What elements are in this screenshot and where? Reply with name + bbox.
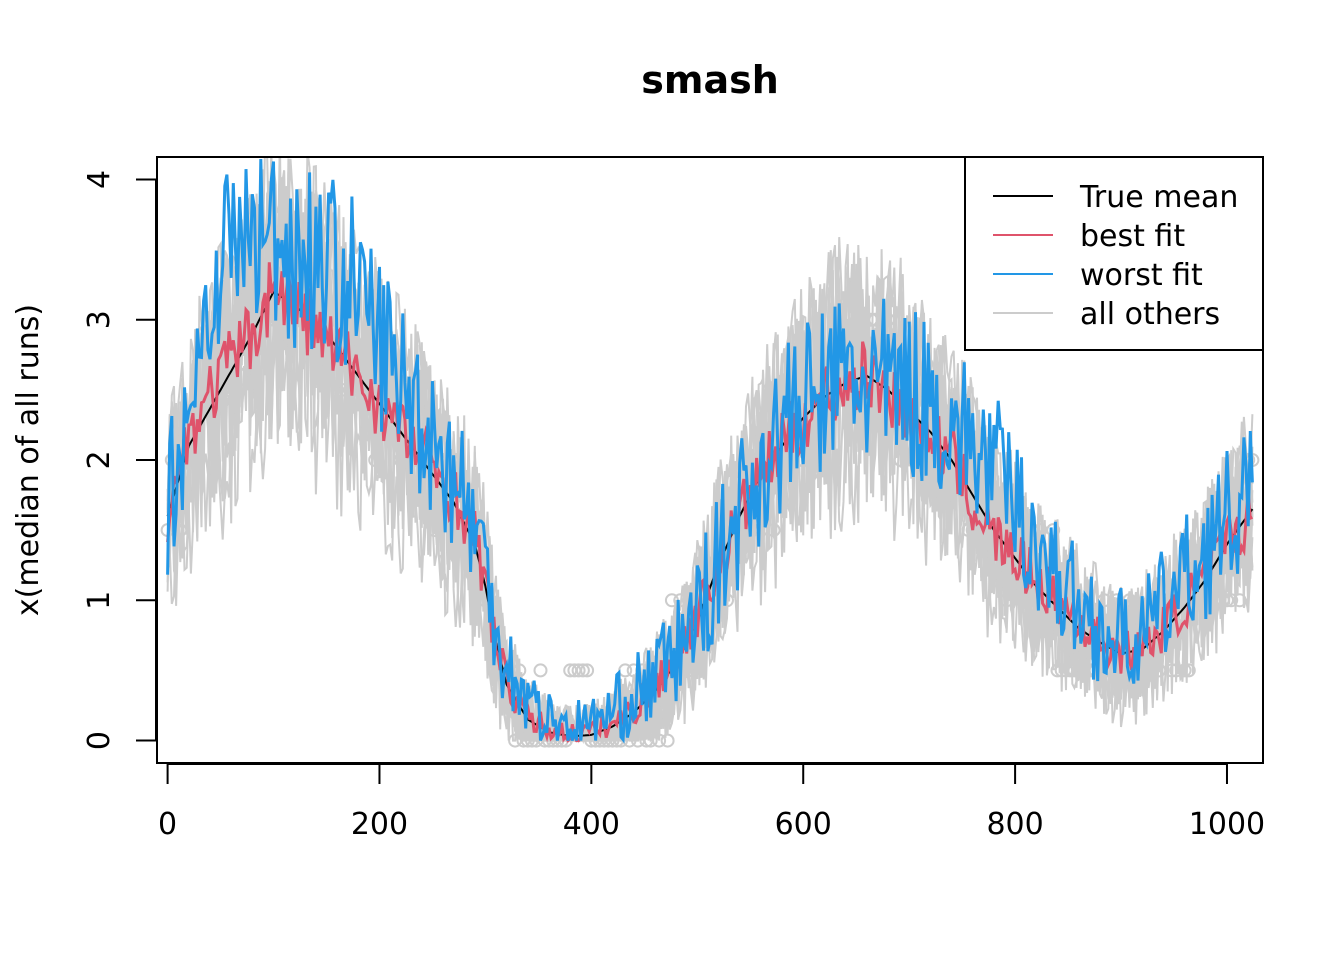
y-tick-label: 0 <box>82 731 117 750</box>
data-point <box>575 663 590 678</box>
main-series <box>166 158 1254 744</box>
x-tick-label: 200 <box>351 807 408 842</box>
data-point <box>533 663 548 678</box>
x-tick-label: 600 <box>775 807 832 842</box>
best-fit-line <box>166 262 1253 744</box>
x-tick-label: 400 <box>563 807 620 842</box>
worst-fit-line <box>166 158 1254 744</box>
data-point <box>571 663 586 678</box>
y-tick-label: 4 <box>82 170 117 189</box>
y-tick-label: 3 <box>82 310 117 329</box>
legend-label: best fit <box>1080 219 1185 254</box>
legend-label: True mean <box>1079 180 1238 215</box>
legend: True mean best fit worst fit all others <box>964 156 1264 351</box>
x-tick-label: 800 <box>986 807 1043 842</box>
x-tick-label: 0 <box>158 807 177 842</box>
chart-title: smash <box>641 58 779 102</box>
y-tick-label: 1 <box>82 591 117 610</box>
legend-label: worst fit <box>1080 258 1203 293</box>
y-axis-label: x(median of all runs) <box>11 304 46 616</box>
legend-box <box>964 156 1264 351</box>
y-tick-label: 2 <box>82 450 117 469</box>
data-point <box>580 663 595 678</box>
x-tick-label: 1000 <box>1189 807 1265 842</box>
axes: 0 200 400 600 800 1000 0 1 2 3 4 <box>82 170 1265 842</box>
data-point <box>660 733 675 748</box>
legend-label: all others <box>1080 297 1220 332</box>
